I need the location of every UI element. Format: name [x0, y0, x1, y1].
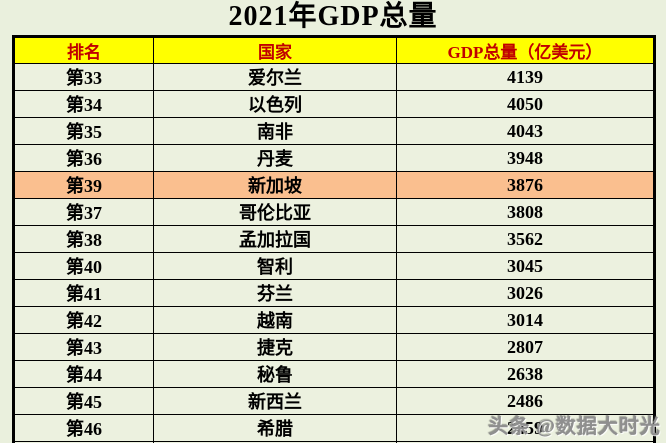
gdp-cell: 3045	[396, 252, 655, 280]
header-gdp: GDP总量（亿美元）	[396, 36, 655, 64]
table-row: 第37 哥伦比亚 3808	[13, 198, 655, 226]
table-row: 第47葡萄牙2435	[13, 441, 655, 443]
country-cell: 智利	[153, 252, 397, 280]
country-cell: 越南	[153, 306, 397, 334]
gdp-cell: 3876	[396, 171, 655, 199]
rank-cell: 第45	[13, 387, 154, 415]
rank-cell: 第34	[13, 90, 154, 118]
gdp-cell: 3026	[396, 279, 655, 307]
gdp-table: 排名 国家 GDP总量（亿美元） 第33 爱尔兰 4139 第34 以色列 4050 第35…	[12, 35, 656, 443]
rank-cell: 第36	[13, 144, 154, 172]
gdp-cell: 4043	[396, 117, 655, 145]
header-rank: 排名	[13, 36, 154, 64]
country-cell: 新西兰	[153, 387, 397, 415]
gdp-cell: 2459	[396, 414, 655, 442]
rank-cell: 第38	[13, 225, 154, 253]
header-country: 国家	[153, 36, 397, 64]
table-row: 第45 新西兰 2486	[13, 387, 655, 415]
table-row: 第41 芬兰 3026	[13, 279, 655, 307]
rank-cell: 第44	[13, 360, 154, 388]
country-cell: 新加坡	[153, 171, 397, 199]
table-row: 第36 丹麦 3948	[13, 144, 655, 172]
gdp-cell: 2638	[396, 360, 655, 388]
table-row: 第39 新加坡 3876	[13, 171, 655, 199]
rank-cell: 第43	[13, 333, 154, 361]
rank-cell: 第40	[13, 252, 154, 280]
table-row: 第40 智利 3045	[13, 252, 655, 280]
table-row: 第34 以色列 4050	[13, 90, 655, 118]
gdp-cell: 3014	[396, 306, 655, 334]
gdp-cell: 2435	[396, 441, 655, 443]
table-row: 第43 捷克 2807	[13, 333, 655, 361]
rank-cell: 第42	[13, 306, 154, 334]
country-cell: 秘鲁	[153, 360, 397, 388]
rank-cell: 第37	[13, 198, 154, 226]
gdp-cell: 4139	[396, 63, 655, 91]
table-row: 第42 越南 3014	[13, 306, 655, 334]
gdp-cell: 2807	[396, 333, 655, 361]
country-cell: 丹麦	[153, 144, 397, 172]
country-cell: 孟加拉国	[153, 225, 397, 253]
rank-cell: 第41	[13, 279, 154, 307]
table-row: 第44 秘鲁 2638	[13, 360, 655, 388]
country-cell: 哥伦比亚	[153, 198, 397, 226]
rank-cell: 第35	[13, 117, 154, 145]
gdp-cell: 3808	[396, 198, 655, 226]
table-row: 第38 孟加拉国 3562	[13, 225, 655, 253]
country-cell: 捷克	[153, 333, 397, 361]
rank-cell: 第33	[13, 63, 154, 91]
country-cell: 爱尔兰	[153, 63, 397, 91]
gdp-cell: 3562	[396, 225, 655, 253]
gdp-cell: 3948	[396, 144, 655, 172]
country-cell: 芬兰	[153, 279, 397, 307]
rank-cell: 第39	[13, 171, 154, 199]
gdp-cell: 4050	[396, 90, 655, 118]
table-header-row: 排名 国家 GDP总量（亿美元）	[13, 36, 655, 64]
table-row: 第46 希腊 2459	[13, 414, 655, 442]
country-cell: 南非	[153, 117, 397, 145]
page-title: 2021年GDP总量	[228, 1, 438, 32]
country-cell: 希腊	[153, 414, 397, 442]
table-row: 第35 南非 4043	[13, 117, 655, 145]
gdp-cell: 2486	[396, 387, 655, 415]
table-row: 第33 爱尔兰 4139	[13, 63, 655, 91]
rank-cell: 第46	[13, 414, 154, 442]
country-cell: 以色列	[153, 90, 397, 118]
